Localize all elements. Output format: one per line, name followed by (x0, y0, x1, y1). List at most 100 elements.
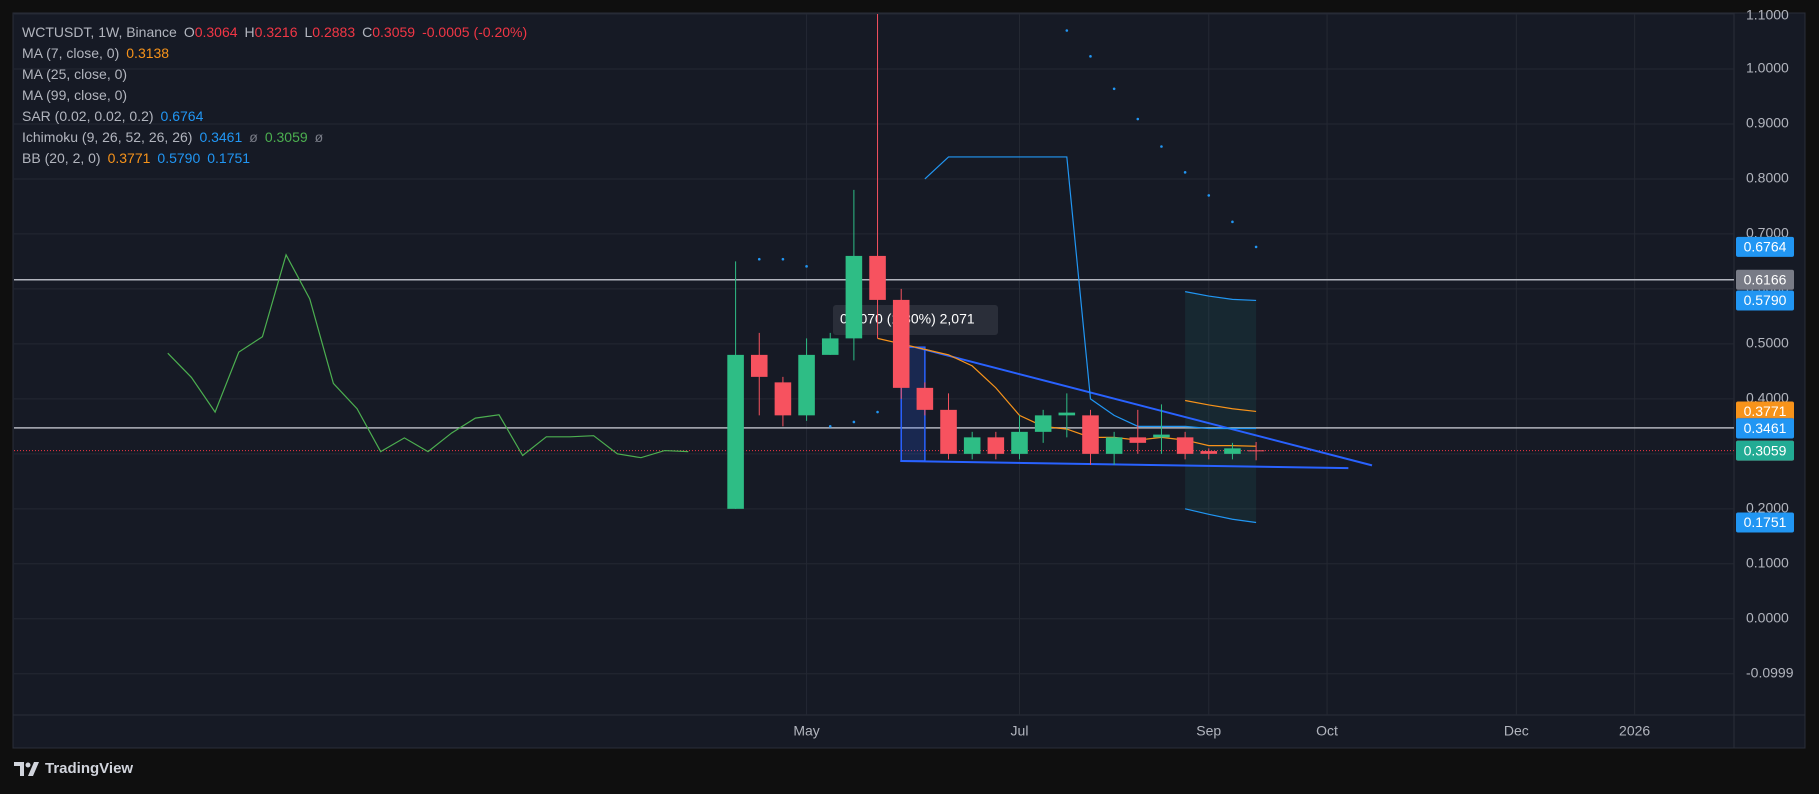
legend-label: BB (20, 2, 0) (22, 150, 101, 166)
plot: 0.0070 (1.80%) 2,071 (14, 13, 1734, 715)
price-label-text: 0.6166 (1744, 271, 1787, 287)
x-tick-label: 2026 (1619, 723, 1650, 739)
price-label: 0.6764 (1736, 236, 1794, 257)
candle-body (1224, 448, 1241, 454)
candle-body (916, 387, 934, 410)
price-label-box (1736, 512, 1794, 533)
brand: TradingView (45, 760, 134, 777)
bb-lower (1184, 508, 1257, 524)
candle-body (1011, 431, 1028, 454)
price-label-text: 0.5790 (1744, 292, 1787, 308)
tooltip-box (833, 305, 998, 335)
legend-value: 0.3059 (372, 24, 416, 40)
legend-value: 0.3216 (254, 24, 298, 40)
candle-body (987, 437, 1005, 454)
candle-body (750, 354, 768, 377)
y-tick-label: 0.1000 (1746, 555, 1789, 571)
x-tick-label: May (793, 723, 819, 739)
legend-row: BB (20, 2, 0) 0.3771 0.5790 0.1751 (22, 148, 527, 169)
y-tick-label: 0.7000 (1746, 225, 1789, 241)
legend-label: MA (99, close, 0) (22, 87, 128, 103)
drawing-line (900, 459, 1349, 470)
price-label-text: 0.3771 (1744, 403, 1787, 419)
price-label: 0.3461 (1736, 418, 1794, 439)
x-tick-label: Sep (1196, 723, 1221, 739)
legend-label: SAR (0.02, 0.02, 0.2) (22, 108, 154, 124)
price-label-box (1736, 236, 1794, 257)
logo (14, 761, 39, 776)
y-tick-label: 0.5000 (1746, 335, 1789, 351)
sar-dot (1183, 171, 1187, 174)
legend-value: 0.3138 (126, 45, 170, 61)
drawing-line (915, 346, 1373, 467)
y-tick-label: 0.9000 (1746, 115, 1789, 131)
sar-dot (876, 410, 879, 414)
legend-prefix: L (304, 24, 313, 40)
sar-dot (1207, 194, 1211, 197)
candle-body (1176, 437, 1194, 454)
price-label-box (1736, 418, 1794, 439)
x-tick-label: Jul (1011, 723, 1029, 739)
sar-dot (781, 257, 785, 261)
legend-label: WCTUSDT, 1W, Binance (22, 24, 177, 40)
legend-value: ø (249, 129, 258, 145)
price-label-text: 0.3461 (1744, 420, 1787, 436)
legend-label: MA (7, close, 0) (22, 45, 120, 61)
legend-value: 0.3064 (194, 24, 238, 40)
price-label-text: 0.3059 (1744, 442, 1787, 458)
candle-body (963, 437, 981, 454)
candle-body (1105, 437, 1123, 454)
legend-value: ø (314, 129, 324, 145)
sar-dot (1254, 245, 1258, 249)
sar-dot (828, 425, 832, 428)
bb-middle (1185, 399, 1257, 413)
legend: WCTUSDT, 1W, Binance O0.3064 H0.3216 L0.288… (22, 22, 527, 169)
y-tick-label: -0.0999 (1746, 664, 1794, 680)
y-tick-label: 0.0000 (1746, 609, 1789, 625)
legend-value: 0.1751 (207, 150, 251, 166)
price-label-box (1736, 269, 1794, 290)
indicator-line (167, 253, 689, 459)
price-label-box (1736, 290, 1794, 311)
candle-body (940, 409, 957, 454)
price-label: 0.6166 (1736, 269, 1794, 290)
legend-value: 0.5790 (157, 150, 201, 166)
sar-dot (757, 257, 761, 261)
candle-body (1129, 437, 1147, 443)
legend-value: 0.3059 (264, 129, 308, 145)
legend-label: Ichimoku (9, 26, 52, 26, 26) (22, 129, 193, 145)
legend-prefix: O (183, 24, 195, 40)
price-label: 0.3771 (1736, 401, 1794, 422)
y-tick-label: 1.1000 (1746, 7, 1789, 23)
price-label: 0.1751 (1736, 512, 1794, 533)
price-label-text: 0.6764 (1744, 239, 1787, 255)
legend-value: -0.0005 (-0.20%) (422, 24, 528, 40)
candle-body (774, 382, 792, 416)
bb-upper (1185, 291, 1257, 302)
legend-row: MA (25, close, 0) (22, 64, 527, 85)
legend-row: MA (7, close, 0) 0.3138 (22, 43, 527, 64)
candle-body (845, 255, 863, 339)
legend-prefix: H (244, 24, 255, 40)
sar-dot (1231, 220, 1234, 224)
legend-value: 0.3771 (107, 150, 151, 166)
price-label-text: 0.1751 (1744, 514, 1787, 530)
candle-body (1034, 415, 1052, 432)
candle-body (798, 354, 815, 416)
legend-row: SAR (0.02, 0.02, 0.2) 0.6764 (22, 106, 527, 127)
y-tick-label: 0.8000 (1746, 170, 1789, 186)
x-tick-label: Dec (1504, 723, 1529, 739)
footer: TradingView (14, 760, 133, 777)
candle-body (869, 255, 886, 300)
legend-row: Ichimoku (9, 26, 52, 26, 26) 0.3461 ø 0.305… (22, 127, 527, 148)
candle-body (1082, 415, 1099, 454)
legend-prefix: C (362, 24, 373, 40)
legend-row: WCTUSDT, 1W, Binance O0.3064 H0.3216 L0.288… (22, 22, 527, 43)
legend-value: 0.2883 (312, 24, 356, 40)
candle-body (1058, 412, 1076, 416)
legend-row: MA (99, close, 0) (22, 85, 527, 106)
legend-value: 0.3461 (199, 129, 243, 145)
candle-body (1153, 434, 1170, 438)
